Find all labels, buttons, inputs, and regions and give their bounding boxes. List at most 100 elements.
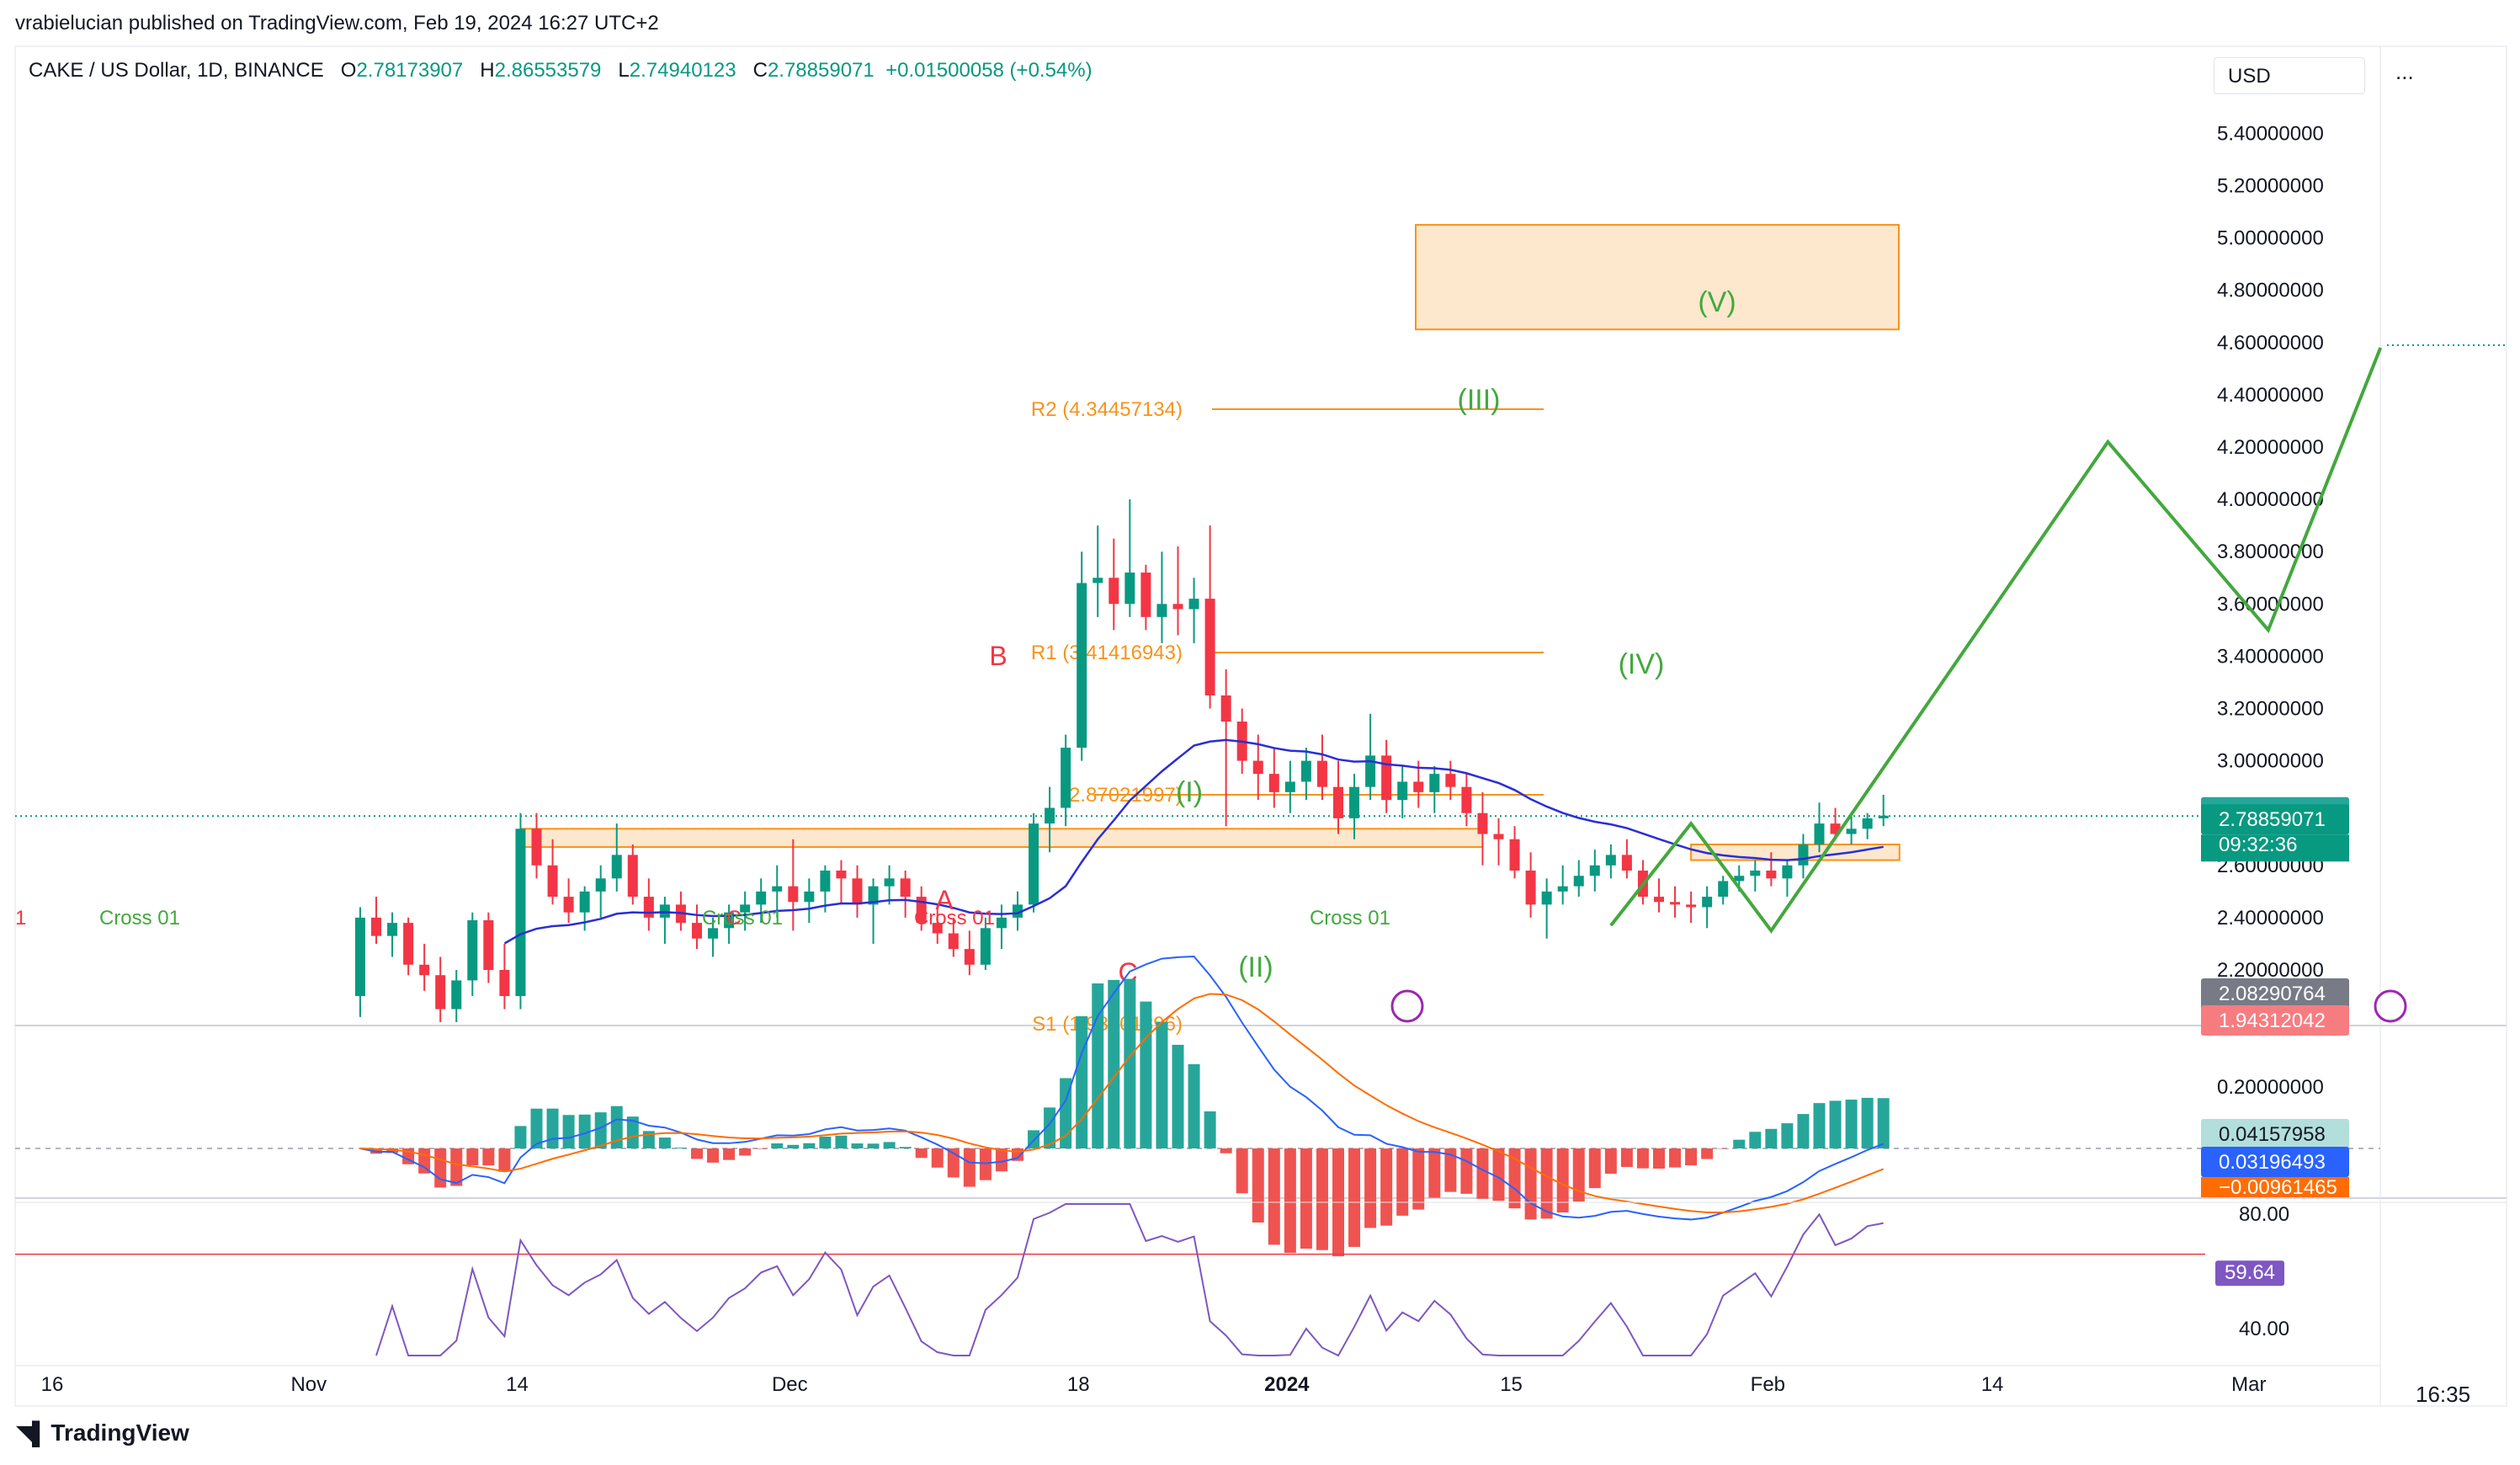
- macd-histogram-bar: [883, 1142, 896, 1148]
- candle-body: [1686, 904, 1697, 908]
- cross-label: Cross 01: [914, 907, 995, 930]
- s1-price-tag-bg: [2201, 1005, 2349, 1036]
- macd-histogram-bar: [610, 1105, 623, 1148]
- candle-body: [563, 897, 574, 913]
- brand-name: TradingView: [51, 1420, 189, 1446]
- macd-histogram-bar: [1188, 1064, 1200, 1148]
- symbol-title[interactable]: CAKE / US Dollar, 1D, BINANCE: [29, 59, 324, 82]
- macd-histogram-bar: [1861, 1097, 1874, 1148]
- tradingview-logo-icon: ◥▌: [17, 1420, 47, 1446]
- price-tick-label: 3.40000000: [2217, 645, 2324, 668]
- candle-body: [1093, 578, 1103, 583]
- candle-body: [788, 886, 799, 903]
- macd-histogram-bar: [562, 1115, 575, 1148]
- candle-body: [1541, 891, 1552, 905]
- candle-body: [1077, 583, 1087, 748]
- price-tick-label: 4.00000000: [2217, 488, 2324, 511]
- macd-histogram-bar: [434, 1148, 447, 1188]
- cross-label: Cross 01: [99, 907, 180, 930]
- wave-label-i: (I): [1176, 776, 1203, 808]
- macd-tick-label: 0.20000000: [2217, 1076, 2324, 1099]
- candle-body: [1878, 815, 1889, 818]
- candle-body: [900, 878, 911, 898]
- price-tick-label: 3.20000000: [2217, 698, 2324, 721]
- candle-body: [354, 917, 365, 997]
- candle-body: [643, 897, 654, 918]
- c-marker-label: C: [726, 907, 741, 930]
- candle-body: [1589, 865, 1600, 876]
- candle-body: [756, 891, 767, 905]
- price-tick-label: 2.20000000: [2217, 959, 2324, 982]
- macd-histogram-bar: [963, 1148, 976, 1187]
- candle-body: [1172, 604, 1183, 610]
- candle-body: [403, 923, 414, 965]
- macd-histogram-bar: [1845, 1100, 1858, 1148]
- macd-histogram-bar: [1636, 1148, 1649, 1169]
- candle-body: [1429, 774, 1440, 792]
- ma-price-tag: 2.08290764: [2219, 983, 2326, 1005]
- candle-body: [1108, 578, 1119, 605]
- time-tick-label: 18: [1067, 1373, 1090, 1396]
- macd-histogram-bar: [771, 1143, 784, 1148]
- price-tick-label: 3.60000000: [2217, 593, 2324, 615]
- macd-histogram-bar: [1268, 1148, 1280, 1245]
- macd-histogram-bar: [1236, 1148, 1248, 1194]
- macd-histogram-bar: [691, 1148, 703, 1159]
- candle-body: [1220, 695, 1231, 722]
- candle-body: [804, 891, 815, 903]
- candle-body: [1461, 786, 1472, 813]
- candle-body: [1734, 876, 1745, 882]
- macd-histogram-bar: [1797, 1114, 1810, 1148]
- macd-histogram-bar: [1396, 1148, 1409, 1216]
- candle-body: [611, 855, 622, 879]
- macd-histogram-bar: [1733, 1139, 1746, 1148]
- s1-price-tag: 1.94312042: [2219, 1010, 2326, 1032]
- more-menu-icon[interactable]: ...: [2395, 59, 2414, 84]
- macd-histogram-bar: [1380, 1148, 1393, 1226]
- macd-histogram-bar: [1444, 1148, 1457, 1192]
- macd-histogram-bar: [851, 1143, 864, 1148]
- candle-body: [1846, 828, 1857, 834]
- macd-value-tag: 0.03196493: [2219, 1151, 2326, 1174]
- candle-body: [579, 891, 590, 913]
- macd-histogram-bar: [915, 1148, 928, 1159]
- candle-body: [1045, 807, 1055, 824]
- candle-body: [740, 904, 751, 913]
- high-label: H: [480, 59, 495, 82]
- candle-body: [852, 878, 863, 905]
- abc-label-a: A: [935, 885, 954, 915]
- macd-histogram-bar: [1829, 1100, 1842, 1148]
- macd-histogram-bar: [1412, 1148, 1425, 1210]
- macd-histogram-bar: [498, 1148, 511, 1172]
- candle-body: [1140, 573, 1151, 617]
- macd-histogram-bar: [707, 1148, 720, 1163]
- candle-body: [1029, 823, 1039, 905]
- price-tick-label: 4.20000000: [2217, 436, 2324, 459]
- close-value: 2.78859071: [767, 59, 875, 82]
- ma-price-tag-bg: [2201, 978, 2349, 1009]
- cross-label: Cross 01: [1310, 907, 1390, 930]
- macd-histogram-bar: [835, 1135, 848, 1148]
- macd-histogram-bar: [867, 1143, 880, 1148]
- candle-body: [1124, 573, 1135, 605]
- cross-label: Cross 01: [702, 907, 783, 930]
- candle-body: [1718, 881, 1729, 898]
- abc-label-b: B: [989, 641, 1007, 671]
- macd-histogram-bar: [466, 1148, 479, 1166]
- candle-body: [435, 975, 446, 1010]
- macd-histogram-bar: [1588, 1148, 1601, 1189]
- elliott-wave-path: [1609, 347, 2383, 934]
- candle-body: [708, 928, 719, 939]
- macd-histogram-bar: [1813, 1103, 1826, 1148]
- macd-histogram-bar: [755, 1148, 768, 1149]
- macd-histogram-bar: [931, 1148, 944, 1168]
- time-label: 16:35: [2416, 1382, 2470, 1407]
- currency-button[interactable]: USD: [2214, 57, 2365, 94]
- r1-label: R1 (3.41416943): [1031, 642, 1183, 664]
- candle-body: [1605, 855, 1616, 866]
- macd-histogram-bar: [787, 1144, 800, 1148]
- countdown-bg: [2201, 834, 2349, 862]
- macd-histogram-bar: [1204, 1111, 1216, 1148]
- macd-histogram-bar: [482, 1148, 495, 1166]
